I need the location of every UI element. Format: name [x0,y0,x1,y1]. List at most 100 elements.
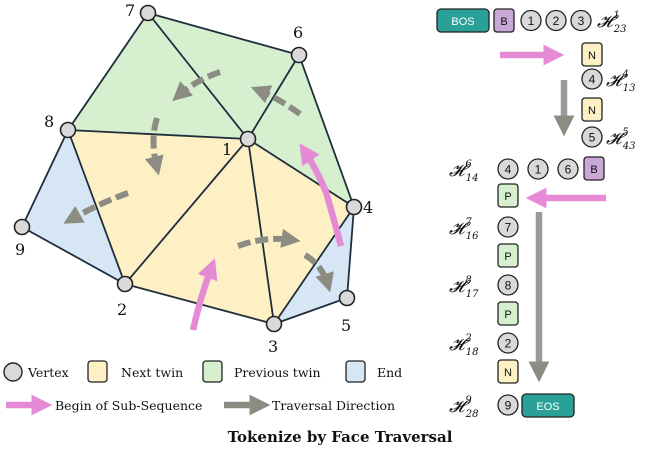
token-p-2-label: P [504,251,511,263]
legend-previous-twin-swatch [202,360,223,383]
seq-vertex-7-label: 1 [535,163,542,177]
seq-vertex-6-label: 4 [505,163,512,177]
traversal-arrow [172,69,221,102]
face-7-1-8 [68,13,248,139]
vertex-label-3: 3 [268,337,278,356]
vertex-9 [13,218,31,236]
token-sequence: BOS B 1 2 3 𝓗1 23 N 4 𝓗4 13 N 5 𝓗5 43 𝓗6 14 … [436,8,635,420]
half-edge-label-8: 𝓗9 28 [449,395,478,420]
seq-vertex-5 [581,126,603,148]
mesh-edges [20,12,355,325]
face-8-1-2 [68,130,248,284]
seq-vertex-11-label: 2 [505,337,512,351]
seq-vertex-6 [497,158,519,180]
legend-vertex-label: Vertex [27,365,69,380]
vertex-label-7: 7 [125,1,135,20]
half-edge-label-4: 𝓗6 14 [449,159,478,184]
token-n-2-label: N [588,105,596,117]
vertex-label-4: 4 [363,198,373,217]
mesh-vertices [13,4,363,333]
seq-vertex-10 [497,274,519,296]
half-edge-label-1: 𝓗1 23 [597,10,626,35]
traversal-arrow [236,228,301,249]
token-b-2 [583,156,605,181]
vertex-label-8: 8 [44,112,54,131]
seq-vertex-7 [527,158,549,180]
token-n-2 [581,97,603,122]
legend-vertex-swatch [3,362,23,382]
half-edge-label-5: 𝓗7 16 [449,217,479,242]
vertex-label-5: 5 [341,316,351,335]
legend-next-twin-label: Next twin [121,365,183,380]
traversal-arrow [63,190,130,224]
vertex-6 [290,46,308,64]
traversal-arrows [63,69,334,293]
seq-vertex-4 [581,68,603,90]
seq-vertex-12 [497,394,519,416]
begin-arrows [189,143,345,331]
seq-vertex-12-label: 9 [505,399,512,413]
seq-vertex-4-label: 4 [589,73,596,87]
token-p-2 [497,243,519,268]
seq-vertex-9 [497,216,519,238]
begin-arrow [299,143,345,247]
figure-title: Tokenize by Face Traversal [228,428,453,446]
seq-vertex-8 [557,158,579,180]
token-n-3-label: N [504,367,512,379]
vertex-label-1: 1 [222,140,232,159]
token-b [493,8,515,33]
token-n-1 [581,42,603,67]
traversal-arrow [303,252,334,293]
half-edge-label-3: 𝓗5 43 [606,127,635,152]
token-b-2-label: B [590,164,597,176]
legend: Vertex Next twin Previous twin End Begin… [3,360,402,416]
seq-vertex-1 [520,9,542,32]
legend-begin-label: Begin of Sub-Sequence [55,398,202,413]
face-1-4-3 [248,139,354,324]
legend-traversal-label: Traversal Direction [272,398,395,413]
legend-next-twin-swatch [87,360,108,383]
legend-end-label: End [377,365,402,380]
token-n-3 [497,359,519,384]
token-p-3 [497,301,519,326]
traversal-arrow [144,117,164,176]
mesh: 1 2 3 4 5 6 7 8 9 [13,1,373,356]
seq-vertex-9-label: 7 [505,221,512,235]
seq-vertex-3-label: 3 [578,14,585,28]
vertex-4 [345,198,363,216]
seq-vertex-5-label: 5 [589,131,596,145]
vertex-label-2: 2 [117,300,127,319]
token-b-label: B [500,16,507,28]
token-bos [436,8,490,33]
vertex-3 [265,315,283,333]
token-p-1 [497,183,519,208]
legend-previous-twin-label: Previous twin [234,365,321,380]
face-6-4-1 [248,55,354,207]
seq-vertex-11 [497,332,519,354]
seq-vertex-2 [545,9,567,32]
face-1-3-2 [125,139,274,324]
seq-vertex-3 [570,9,592,32]
vertex-2 [116,275,134,293]
vertex-7 [139,4,157,22]
seq-vertex-8-label: 6 [565,163,572,177]
token-eos [521,393,575,418]
traversal-arrow [250,85,302,117]
vertex-1 [239,130,257,148]
token-eos-label: EOS [536,401,559,413]
half-edge-label-6: 𝓗8 17 [449,275,479,300]
vertex-8 [59,121,77,139]
legend-end-swatch [345,360,366,383]
vertex-label-9: 9 [15,240,25,259]
seq-vertex-1-label: 1 [528,14,535,28]
token-n-1-label: N [588,50,596,62]
token-p-1-label: P [504,191,511,203]
vertex-5 [338,289,356,307]
seq-vertex-10-label: 8 [505,279,512,293]
begin-arrow [189,258,218,331]
token-bos-label: BOS [451,16,474,28]
vertex-label-6: 6 [293,23,303,42]
half-edge-label-2: 𝓗4 13 [606,69,635,94]
seq-vertex-2-label: 2 [553,14,560,28]
half-edge-label-7: 𝓗2 18 [449,333,478,358]
